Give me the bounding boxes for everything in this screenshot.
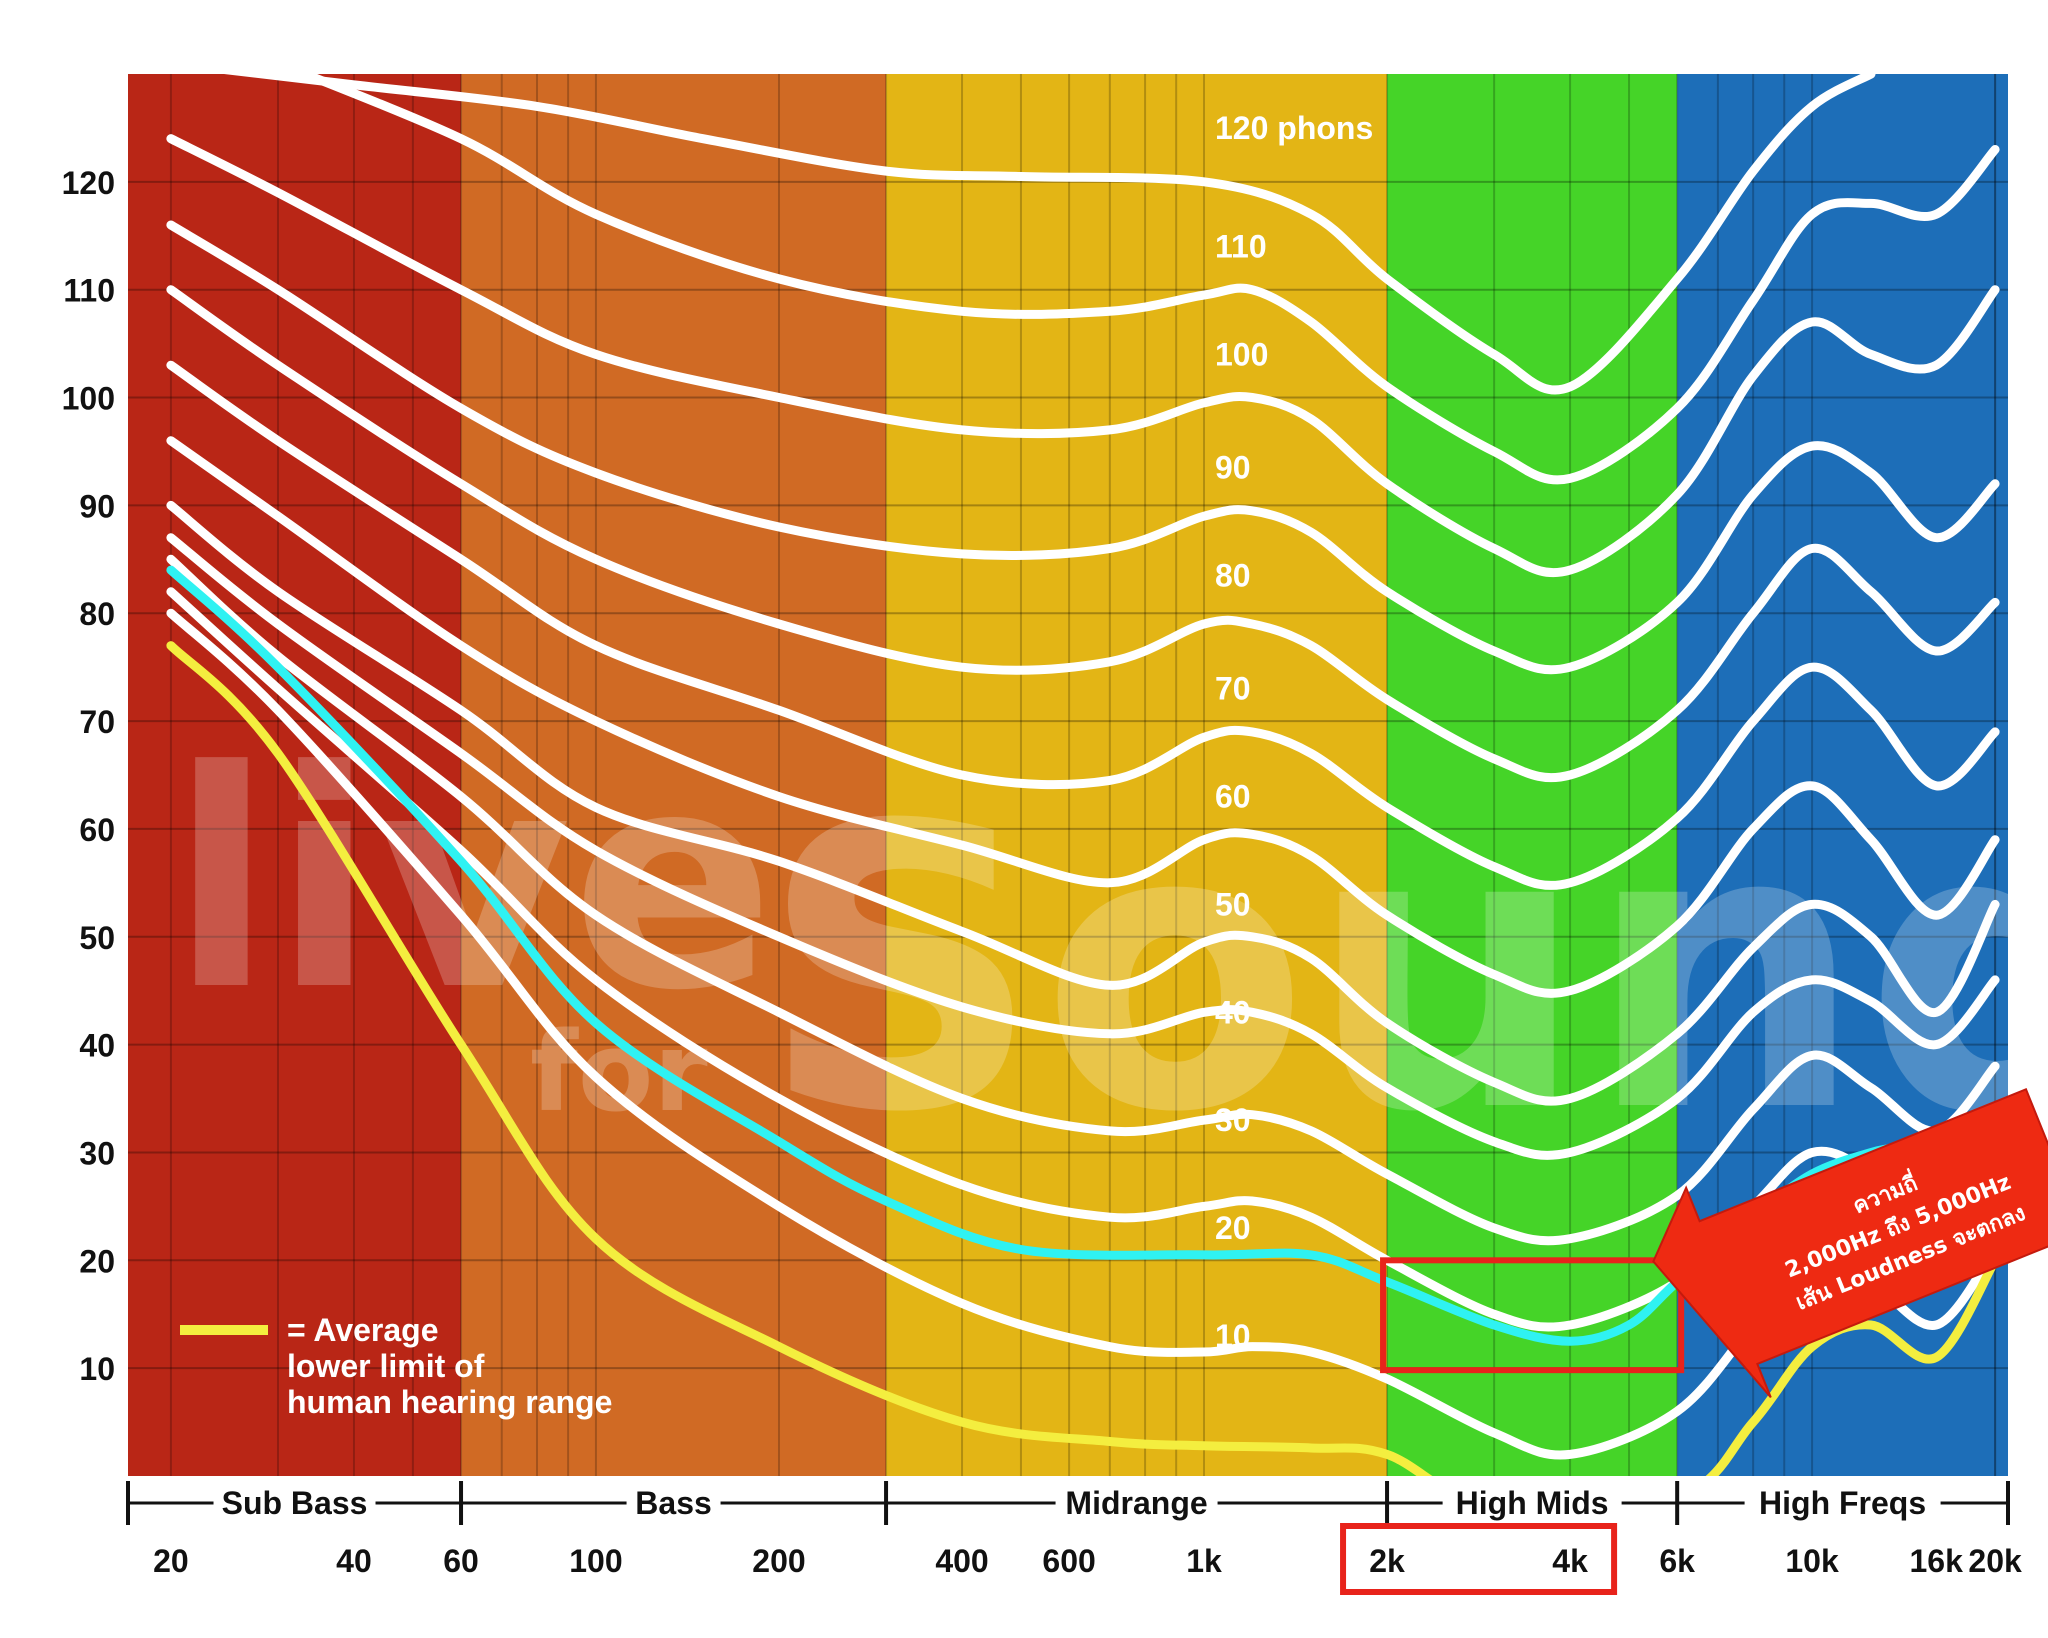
band-label-bg: [213, 1481, 376, 1521]
y-tick-label: 40: [79, 1028, 115, 1064]
band-label: High Mids: [1456, 1485, 1609, 1521]
curve-50: [166, 500, 2000, 1106]
band-label: Sub Bass: [222, 1485, 368, 1521]
x-tick-label: 10k: [1785, 1543, 1839, 1579]
y-tick-label: 100: [62, 381, 115, 417]
x-tick-label: 60: [443, 1543, 479, 1579]
band-label-bg: [1442, 1481, 1622, 1521]
curve-80: [166, 285, 2000, 783]
curve-100: [166, 134, 2000, 578]
x-tick-label: 20k: [1968, 1543, 2022, 1579]
x-tick-highlight-box: [1340, 1523, 1618, 1595]
curve-110: [292, 74, 2000, 485]
x-tick-label: 40: [336, 1543, 372, 1579]
curve-40: [166, 533, 2000, 1160]
watermark-for: for: [530, 1008, 708, 1136]
phon-label: 120 phons: [1215, 110, 1373, 146]
curve-average-lower-limit-of-human-hearing-range: [166, 641, 2000, 1476]
y-tick-label: 110: [63, 273, 115, 309]
curve-20: [166, 587, 2000, 1332]
x-tick-label: 1k: [1186, 1543, 1222, 1579]
band-label: Midrange: [1065, 1485, 1207, 1521]
y-tick-label: 90: [79, 488, 115, 524]
x-tick-label: 2k: [1369, 1543, 1405, 1579]
legend-text: human hearing range: [287, 1384, 612, 1420]
y-tick-label: 10: [79, 1351, 115, 1387]
phon-label: 40: [1215, 994, 1251, 1030]
phon-label: 10: [1215, 1318, 1251, 1354]
phon-label: 70: [1215, 671, 1251, 707]
curve-120-phons: [224, 74, 1876, 395]
x-axis-ticks: 20 40 60 100 200 400 600 1k 2k 4k 6k 10k 16k 20k: [153, 1523, 2022, 1595]
phon-labels: 120 phons 110 100 90 80 70 60 50 40 30 20 10: [1215, 110, 1373, 1354]
y-tick-label: 70: [79, 704, 115, 740]
x-tick-label: 6k: [1659, 1543, 1695, 1579]
y-tick-label: 20: [79, 1243, 115, 1279]
band-label: High Freqs: [1759, 1485, 1926, 1521]
y-tick-label: 60: [79, 812, 115, 848]
phon-label: 90: [1215, 450, 1251, 486]
x-tick-label: 4k: [1552, 1543, 1588, 1579]
x-tick-label: 16k: [1909, 1543, 1963, 1579]
y-tick-label: 30: [79, 1135, 115, 1171]
band-label-bg: [626, 1481, 721, 1521]
x-tick-label: 100: [569, 1543, 622, 1579]
highlight-box-layer: [1380, 1257, 1685, 1374]
legend-text: lower limit of: [287, 1348, 485, 1384]
curve-30: [166, 554, 2000, 1246]
phon-label: 30: [1215, 1102, 1251, 1138]
band-label-bg: [1744, 1481, 1941, 1521]
x-tick-label: 400: [935, 1543, 988, 1579]
phon-label: 110: [1215, 229, 1267, 265]
band-axis: Sub Bass Bass Midrange High Mids High Freqs: [126, 1481, 2010, 1525]
band-bass: [461, 74, 887, 1476]
y-axis-ticks: 120 110 100 90 80 70 60 50 40 30 20 10: [62, 165, 115, 1387]
curve-60: [166, 436, 2000, 998]
x-tick-label: 600: [1042, 1543, 1095, 1579]
curve-90: [166, 220, 2000, 675]
curve-70: [166, 360, 2000, 890]
band-label: Bass: [635, 1485, 712, 1521]
x-tick-label: 200: [752, 1543, 805, 1579]
x-tick-label: 20: [153, 1543, 189, 1579]
y-tick-label: 120: [62, 165, 115, 201]
callout-arrow-shape: [1652, 1088, 2048, 1398]
phon-label: 80: [1215, 557, 1251, 593]
phon-label: 20: [1215, 1210, 1251, 1246]
phon-label: 50: [1215, 886, 1251, 922]
y-tick-label: 80: [79, 596, 115, 632]
watermark-sound: Sound: [760, 743, 2048, 1197]
band-label-bg: [1055, 1481, 1218, 1521]
phon-label: 60: [1215, 779, 1251, 815]
y-tick-label: 50: [79, 920, 115, 956]
legend-text: = Average: [287, 1312, 439, 1348]
phon-label: 100: [1215, 336, 1268, 372]
highlight-box: [1380, 1257, 1685, 1374]
